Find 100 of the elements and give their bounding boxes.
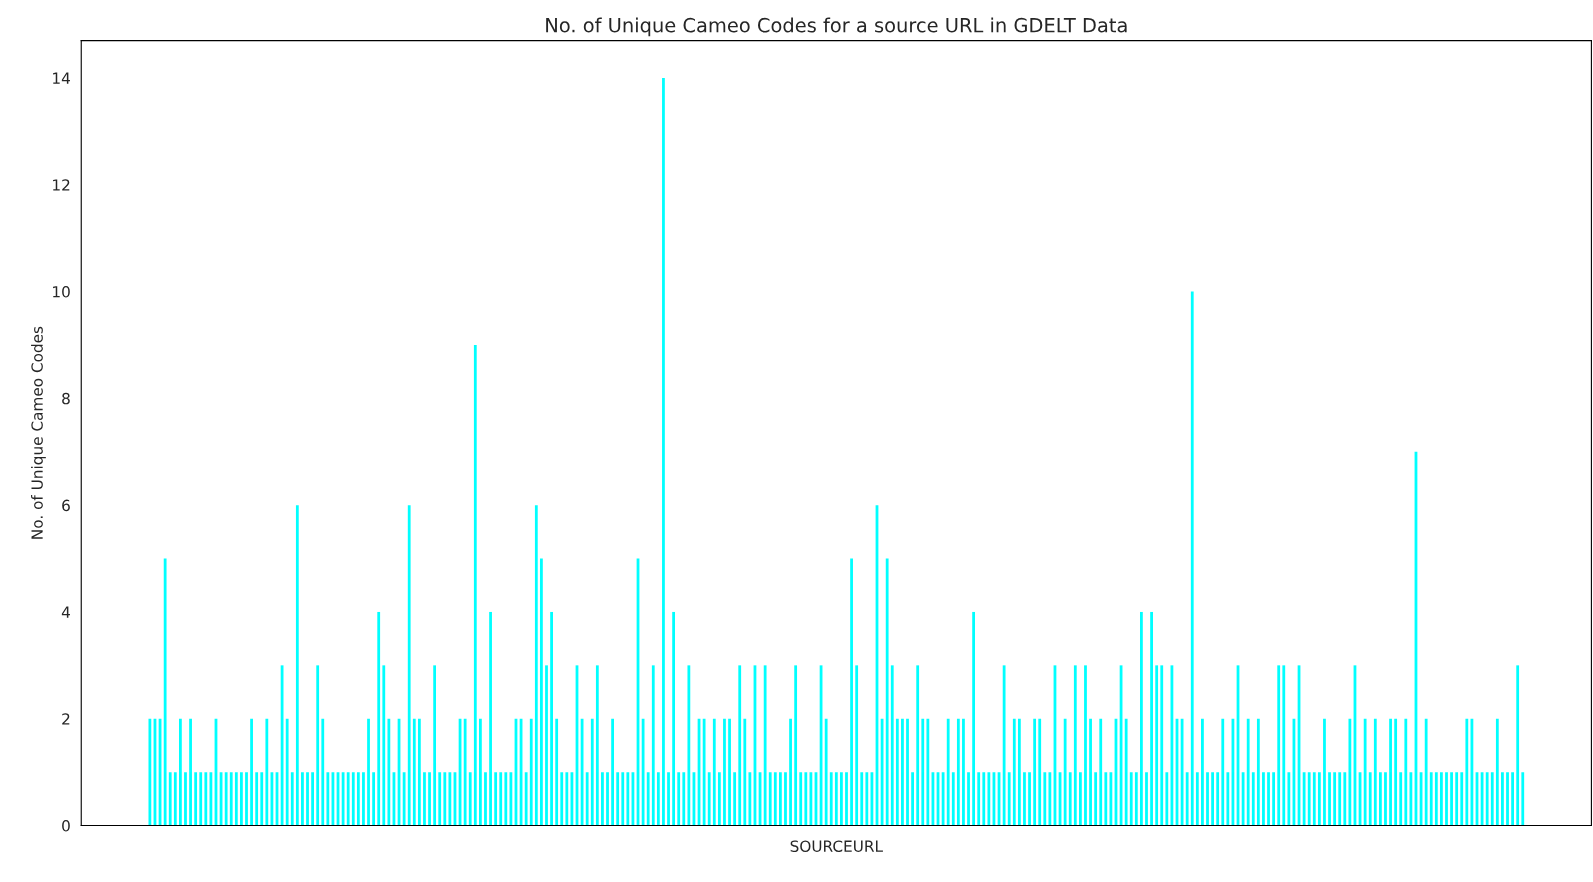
bar <box>443 772 447 826</box>
bar <box>982 772 986 826</box>
bar <box>489 611 492 826</box>
bar <box>860 772 864 826</box>
bar <box>1028 772 1031 826</box>
bar <box>707 772 711 826</box>
bar <box>179 718 182 826</box>
bar <box>865 772 869 826</box>
bar <box>1129 772 1133 826</box>
bar <box>199 772 203 826</box>
bar <box>1343 772 1347 826</box>
bar <box>1089 718 1092 826</box>
bar <box>738 665 742 826</box>
bar <box>906 718 909 826</box>
bar <box>1007 772 1011 826</box>
bar <box>438 772 442 826</box>
bar <box>590 718 594 826</box>
bar <box>168 772 172 826</box>
bar <box>1262 772 1265 826</box>
bar <box>1104 772 1108 826</box>
bar <box>534 505 538 826</box>
bar <box>728 718 731 826</box>
bar <box>1389 718 1392 826</box>
bar <box>972 611 976 826</box>
bar <box>1384 772 1387 826</box>
bar <box>677 772 681 826</box>
bar <box>1455 772 1459 826</box>
bar <box>789 718 792 826</box>
bar <box>362 772 365 826</box>
bar <box>306 772 309 826</box>
bar <box>1424 718 1428 826</box>
bar <box>1190 291 1194 826</box>
bar <box>377 611 381 826</box>
bar <box>412 718 416 826</box>
bar <box>321 718 325 826</box>
bar <box>951 772 955 826</box>
bar <box>1241 772 1245 826</box>
bar <box>1333 772 1337 826</box>
bar <box>621 772 625 826</box>
bar <box>616 772 620 826</box>
bar <box>1399 772 1403 826</box>
bar <box>245 772 248 826</box>
bar <box>956 718 960 826</box>
bar <box>1368 772 1372 826</box>
bar <box>504 772 508 826</box>
bar <box>550 611 553 826</box>
bar <box>1099 718 1103 826</box>
bar <box>1221 718 1225 826</box>
bar <box>1521 772 1525 826</box>
bar <box>148 718 152 826</box>
bar <box>1338 772 1342 826</box>
bar <box>1216 772 1220 826</box>
bar <box>1272 772 1276 826</box>
bar <box>1506 772 1509 826</box>
bar <box>1023 772 1026 826</box>
bar <box>463 718 467 826</box>
bar <box>351 772 355 826</box>
bar <box>1068 772 1072 826</box>
bar <box>1287 772 1291 826</box>
bar <box>702 718 706 826</box>
bar <box>184 772 187 826</box>
bar <box>855 665 859 826</box>
bar <box>1302 772 1306 826</box>
y-tick-label: 12 <box>53 179 70 191</box>
bar <box>946 718 950 826</box>
bar <box>1434 772 1438 826</box>
chart-title: No. of Unique Cameo Codes for a source URL in GDELT Data <box>546 17 1127 37</box>
bar <box>1246 718 1250 826</box>
bar <box>641 718 645 826</box>
bar <box>1511 772 1514 826</box>
bar <box>1094 772 1098 826</box>
bar <box>326 772 330 826</box>
y-tick-label: 2 <box>62 713 70 725</box>
bar <box>926 718 930 826</box>
y-tick-label: 0 <box>62 820 70 832</box>
bar <box>473 344 477 826</box>
bar <box>717 772 721 826</box>
bar <box>494 772 498 826</box>
bar <box>565 772 569 826</box>
bar <box>748 772 752 826</box>
bar <box>234 772 238 826</box>
bar <box>555 718 559 826</box>
bar <box>560 772 564 826</box>
bar <box>768 772 772 826</box>
bar <box>1195 772 1199 826</box>
bar <box>1165 772 1169 826</box>
bar <box>1002 665 1006 826</box>
bar <box>794 665 798 826</box>
bar <box>987 772 991 826</box>
x-axis-title: SOURCEURL <box>790 840 883 852</box>
bar <box>1063 718 1067 826</box>
bar <box>784 772 787 826</box>
bar <box>346 772 350 826</box>
bar <box>890 665 894 826</box>
bar <box>448 772 452 826</box>
bar <box>1155 665 1159 826</box>
bar <box>545 665 548 826</box>
y-axis-title: No. of Unique Cameo Codes <box>31 326 46 539</box>
bar <box>1450 772 1453 826</box>
y-tick-label: 6 <box>62 499 70 512</box>
